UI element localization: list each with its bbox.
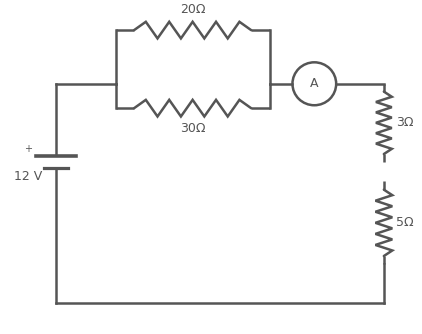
Text: 20Ω: 20Ω — [180, 3, 206, 16]
Text: 3Ω: 3Ω — [396, 116, 413, 129]
Text: 12 V: 12 V — [14, 170, 42, 183]
Text: +: + — [24, 144, 32, 154]
Text: 5Ω: 5Ω — [396, 216, 414, 229]
Text: A: A — [310, 77, 319, 90]
Text: 30Ω: 30Ω — [180, 122, 206, 135]
